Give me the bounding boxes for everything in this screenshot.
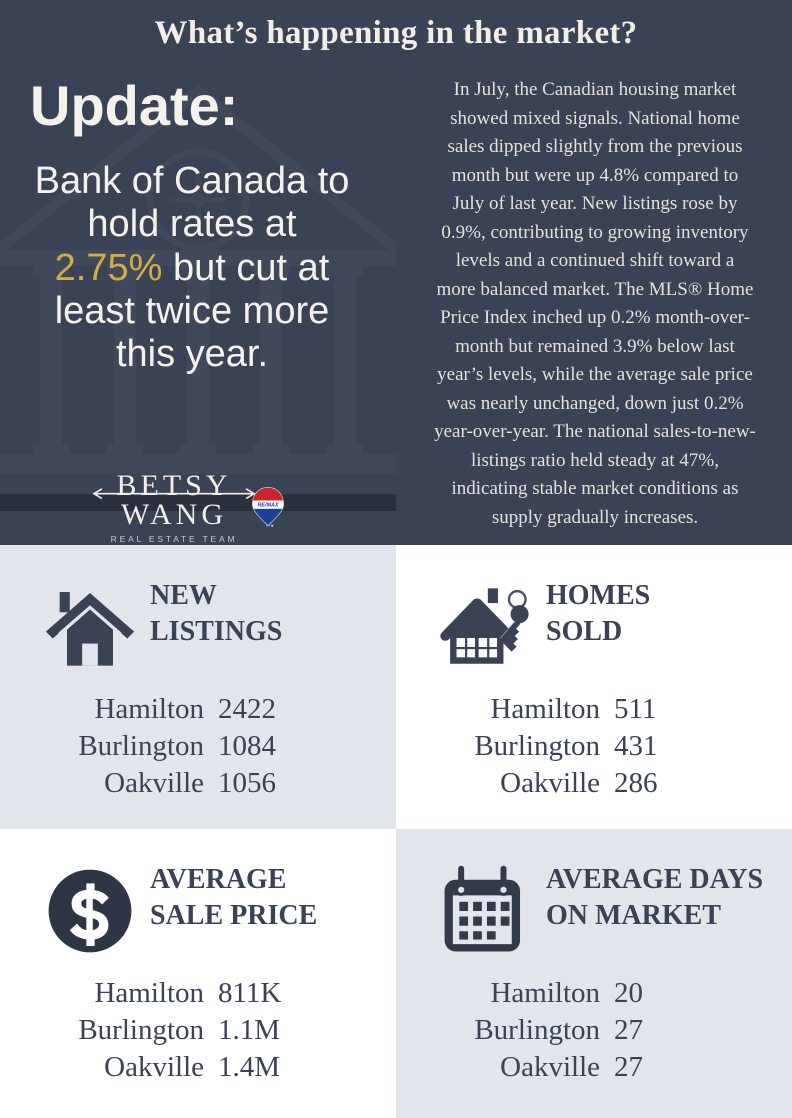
- svg-text:RE/MAX: RE/MAX: [258, 503, 279, 509]
